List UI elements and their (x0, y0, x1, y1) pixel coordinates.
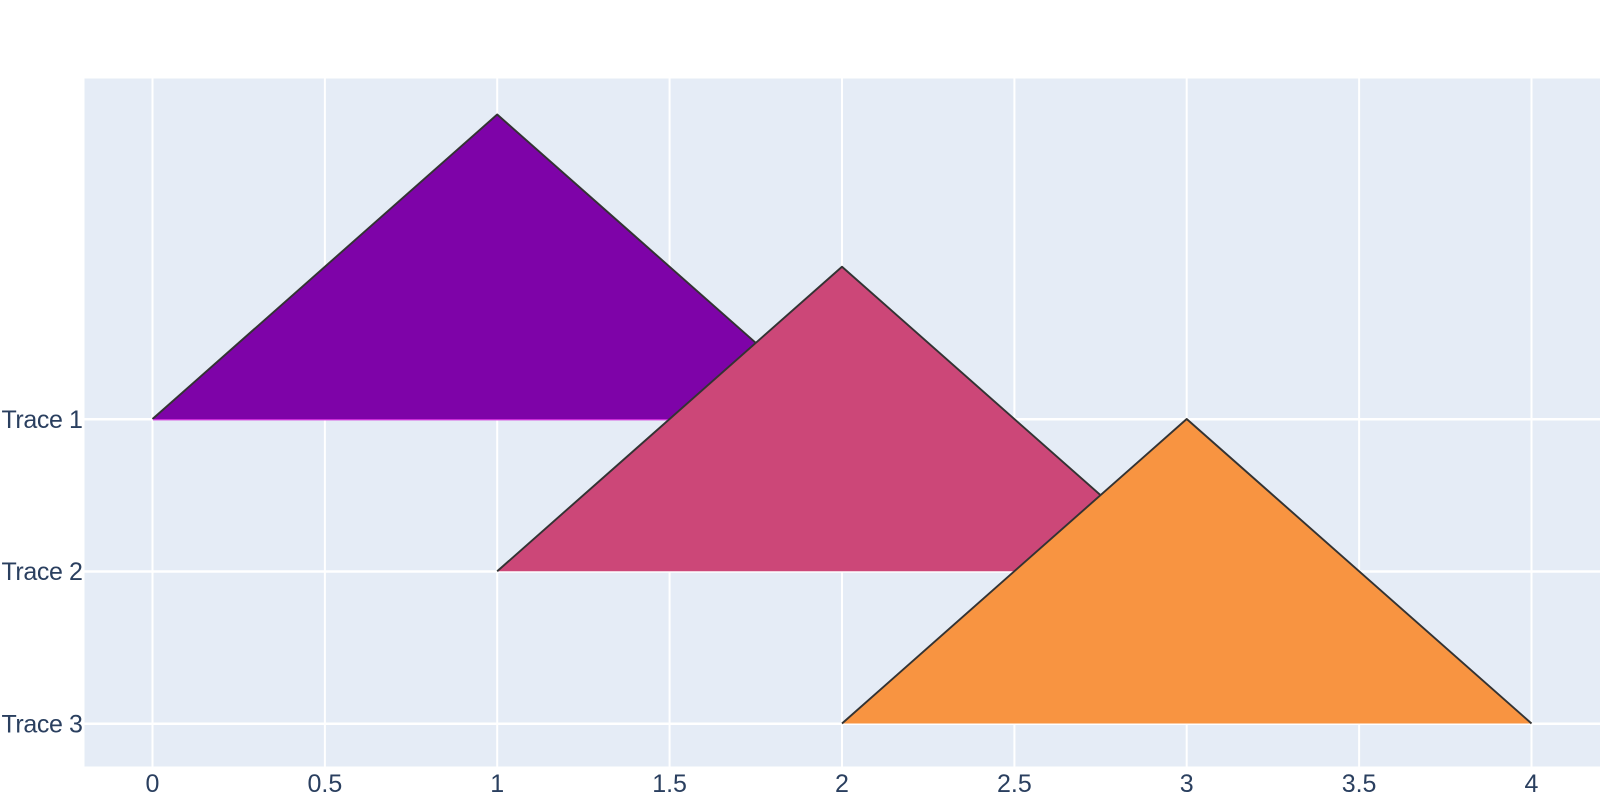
svg-text:Trace 3: Trace 3 (1, 710, 82, 738)
svg-text:1: 1 (490, 770, 504, 798)
svg-text:Trace 1: Trace 1 (1, 406, 82, 434)
svg-text:2.5: 2.5 (997, 770, 1032, 798)
svg-text:1.5: 1.5 (652, 770, 687, 798)
svg-text:3.5: 3.5 (1342, 770, 1377, 798)
svg-text:4: 4 (1525, 770, 1539, 798)
svg-text:3: 3 (1180, 770, 1194, 798)
svg-text:2: 2 (835, 770, 849, 798)
svg-text:0: 0 (146, 770, 160, 798)
svg-text:0.5: 0.5 (308, 770, 343, 798)
svg-text:Trace 2: Trace 2 (1, 558, 82, 586)
